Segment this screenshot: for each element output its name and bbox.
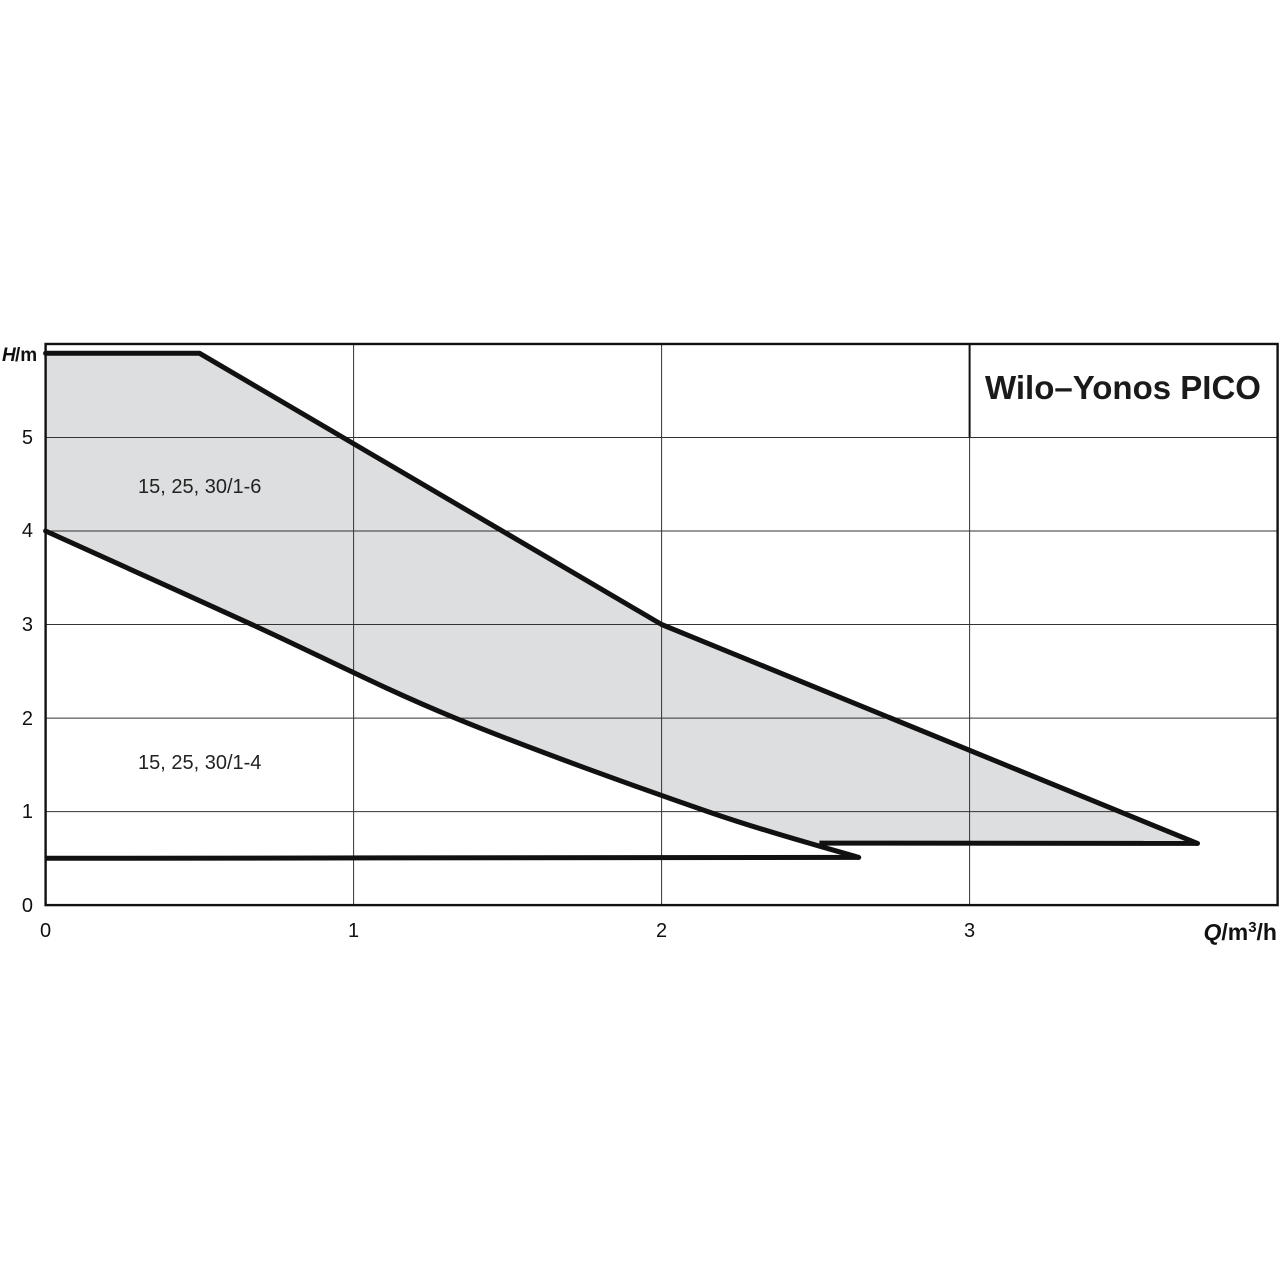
svg-text:Q/m3/h: Q/m3/h [1203,919,1277,946]
svg-text:15, 25, 30/1-4: 15, 25, 30/1-4 [138,752,261,774]
svg-text:2: 2 [22,708,33,730]
svg-text:5: 5 [22,427,33,449]
svg-text:Wilo–Yonos PICO: Wilo–Yonos PICO [985,369,1261,406]
svg-text:2: 2 [656,920,667,942]
svg-text:0: 0 [40,920,51,942]
svg-text:1: 1 [22,801,33,823]
svg-text:3: 3 [964,920,975,942]
svg-text:/m: /m [15,345,37,366]
svg-text:4: 4 [22,520,33,542]
svg-text:15, 25, 30/1-6: 15, 25, 30/1-6 [138,476,261,498]
svg-text:3: 3 [22,614,33,636]
svg-text:0: 0 [22,895,33,917]
svg-text:1: 1 [348,920,359,942]
